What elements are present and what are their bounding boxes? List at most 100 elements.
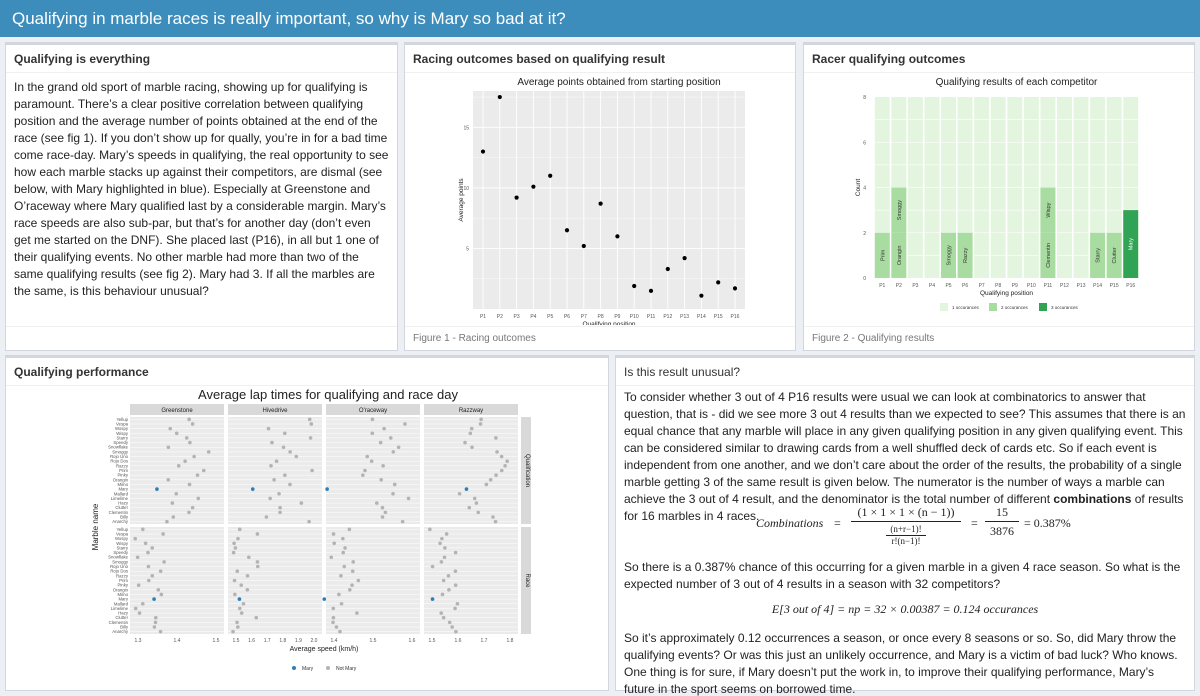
chart3-y-tick: Orangin: [113, 587, 129, 592]
chart3-point: [299, 501, 304, 505]
chart1-x-tick: P2: [497, 314, 503, 320]
chart3-y-tick: Mary: [118, 487, 128, 492]
chart3-point: [278, 505, 282, 510]
chart3-point: [288, 450, 292, 454]
chart1-point: [598, 201, 603, 206]
chart3-row-strip: [521, 527, 531, 634]
chart3-point: [174, 431, 179, 436]
chart3-point: [183, 459, 187, 463]
formula-den-bot: r!(n−1)!: [891, 536, 921, 546]
chart3-point: [499, 468, 504, 473]
chart3-point: [171, 515, 176, 519]
chart3-row-strip: [521, 417, 531, 524]
chart3-y-tick: Anarchy: [112, 629, 129, 634]
chart3-point-mary: [155, 487, 159, 491]
chart3-point: [307, 417, 312, 422]
chart3-point: [187, 417, 191, 422]
chart1-x-tick: P3: [514, 314, 520, 320]
chart3-x-tick: 2.0: [311, 638, 318, 644]
combinations-formula: Combinations = (1 × 1 × 1 × (n − 1)) (n+…: [756, 503, 1176, 546]
chart3-point: [206, 450, 211, 454]
chart3-point: [307, 519, 311, 524]
chart3-point: [166, 445, 171, 450]
chart3-point: [255, 532, 260, 536]
chart3-y-tick: Billy: [120, 515, 129, 520]
racer-box: Racer qualifying outcomes Qualifying res…: [803, 42, 1195, 351]
chart3-point: [232, 578, 237, 583]
chart2-y-tick: 6: [863, 140, 866, 146]
chart3-y-tick: Mallard: [114, 491, 129, 496]
chart1-x-tick: P7: [581, 314, 587, 320]
chart3-point: [355, 611, 359, 615]
expectation-formula: E[3 out of 4] = np = 32 × 0.00387 = 0.12…: [771, 602, 1039, 616]
chart3-point: [382, 426, 386, 431]
chart3-point: [406, 496, 411, 501]
chart3-point: [143, 541, 148, 546]
unusual-paragraph-1: To consider whether 3 out of 4 P16 resul…: [616, 386, 1194, 530]
formula-eq-2: =: [971, 516, 978, 530]
chart3-point: [379, 478, 383, 482]
chart3-legend-label: Mary: [302, 666, 314, 672]
chart2-x-tick: P3: [912, 283, 918, 289]
chart3-y-tick: Razzy: [116, 463, 129, 468]
chart2-y-tick: 4: [863, 186, 866, 192]
chart3-point: [150, 546, 155, 550]
chart3-point: [439, 560, 444, 564]
chart3-point: [137, 611, 142, 615]
chart3-point: [281, 445, 286, 450]
chart2-x-tick: P10: [1027, 283, 1036, 289]
chart3-point: [350, 569, 355, 573]
chart3-point: [165, 519, 169, 524]
chart3-point: [494, 473, 498, 477]
chart3-point: [351, 560, 356, 564]
chart3-point: [266, 426, 271, 431]
chart3-y-tick: Mimo: [117, 482, 128, 487]
formula-den-line: [886, 535, 926, 536]
chart1-point: [665, 266, 670, 272]
chart3-point: [161, 532, 165, 536]
chart1-x-tick: P12: [663, 314, 672, 320]
chart3-point: [428, 527, 432, 532]
chart3-point: [438, 541, 442, 546]
chart3-point: [170, 501, 175, 505]
chart3-point: [378, 440, 383, 445]
chart3-ylabel: Marble name: [91, 503, 100, 550]
chart3-point: [370, 431, 375, 436]
chart3-point: [150, 574, 155, 578]
chart3-y-tick: Wospy: [115, 426, 129, 431]
chart1-point: [514, 195, 519, 200]
chart3-point: [505, 459, 510, 463]
chart3-point: [294, 454, 299, 459]
intro-box: Qualifying is everything In the grand ol…: [5, 42, 398, 351]
chart3-point: [241, 601, 246, 606]
chart3-point: [479, 417, 483, 422]
chart2-highlight-segment: [891, 187, 907, 233]
chart3-point: [162, 560, 166, 564]
chart3-point: [470, 445, 474, 450]
chart3-point: [166, 478, 171, 482]
racer-chart: Qualifying results of each competitor P1 P…: [855, 77, 1139, 311]
chart3-point: [391, 450, 396, 454]
p1-bold: combinations: [1053, 492, 1132, 506]
chart2-x-tick: P16: [1126, 283, 1135, 289]
chart3-y-tick: Wispy: [116, 541, 129, 546]
chart3-point: [235, 620, 239, 625]
formula-result: = 0.387%: [1024, 516, 1071, 530]
chart3-point: [450, 625, 454, 629]
intro-box-title: Qualifying is everything: [6, 45, 397, 73]
app-title: Qualifying in marble races is really imp…: [12, 9, 566, 28]
chart2-x-tick: P5: [945, 283, 951, 289]
chart3-point: [255, 560, 260, 564]
chart3-point: [277, 491, 281, 496]
chart1-x-tick: P1: [480, 314, 486, 320]
chart3-x-tick: 1.4: [174, 638, 181, 644]
chart3-y-tick: Wospy: [115, 536, 129, 541]
chart3-facet-strip: [326, 404, 420, 415]
chart3-point: [440, 592, 445, 597]
chart3-y-tick: Yellup: [116, 527, 128, 532]
chart3-y-tick: Yellup: [116, 417, 128, 422]
chart3-point: [484, 482, 489, 487]
chart3-point: [146, 578, 151, 583]
chart2-x-tick: P8: [995, 283, 1001, 289]
chart3-x-tick: 1.7: [481, 638, 488, 644]
